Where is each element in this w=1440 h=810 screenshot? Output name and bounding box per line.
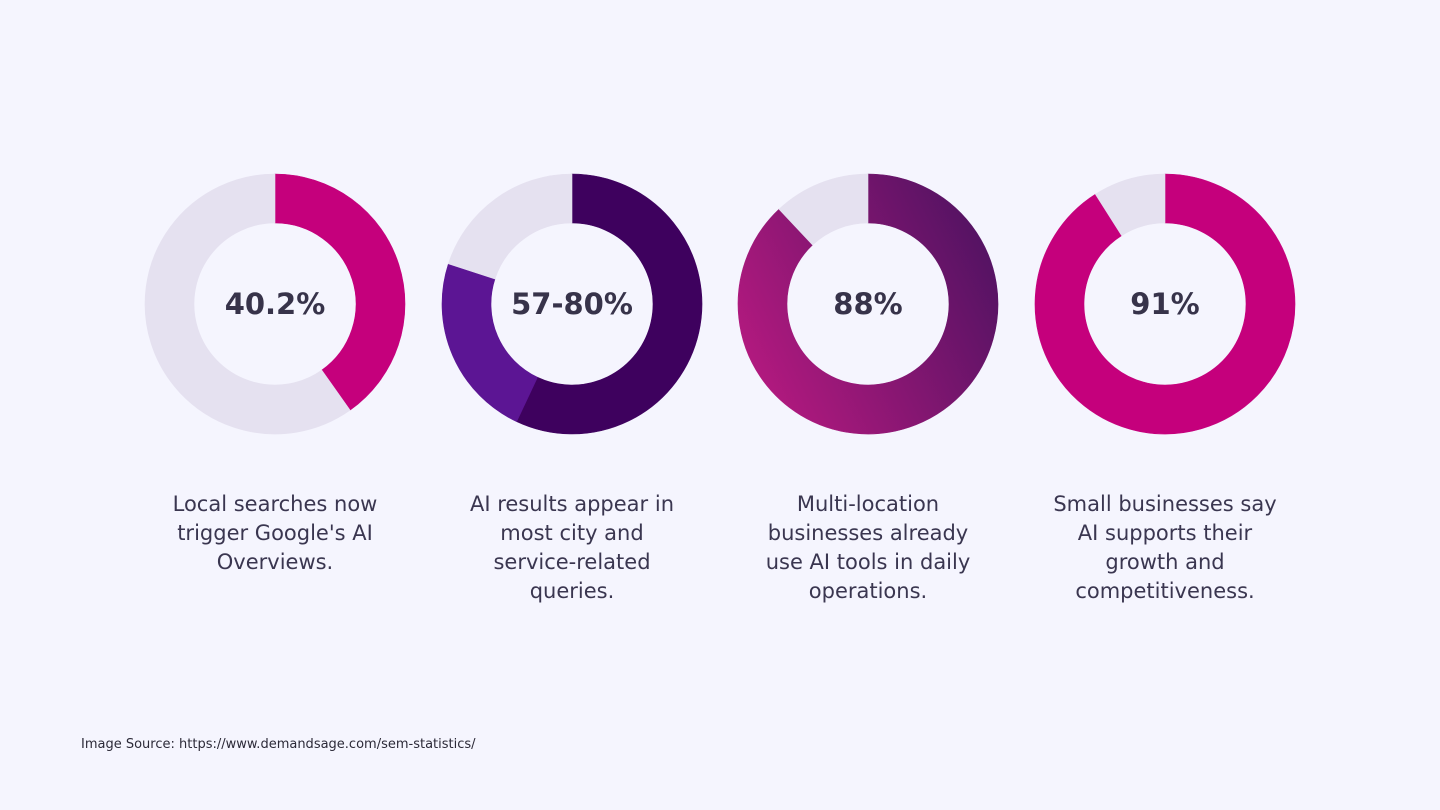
donut-slice — [447, 173, 573, 280]
stat-card-2: 57-80% AI results appear in most city an… — [422, 172, 722, 606]
donut-chart-multi-location: 88% — [737, 173, 999, 435]
caption-ai-results: AI results appear in most city and servi… — [469, 492, 675, 603]
stat-card-4: 91% Small businesses say AI supports the… — [1015, 172, 1315, 606]
stat-card-3: 88% Multi-location businesses already us… — [718, 172, 1018, 606]
donut-slice — [144, 173, 351, 435]
donut-slice — [1034, 173, 1296, 435]
caption-small-businesses: Small businesses say AI supports their g… — [1053, 492, 1277, 603]
caption-multi-location: Multi-location businesses already use AI… — [765, 492, 971, 603]
donut-slice — [274, 173, 406, 411]
donut-slice — [516, 173, 703, 435]
donut-chart-ai-results: 57-80% — [441, 173, 703, 435]
donut-center-value: 91% — [1130, 287, 1199, 321]
donut-center-value: 40.2% — [225, 287, 326, 321]
stat-card-1: 40.2% Local searches now trigger Google'… — [125, 172, 425, 577]
donut-center-value: 88% — [833, 287, 902, 321]
donut-chart-small-businesses: 91% — [1034, 173, 1296, 435]
caption-local-searches: Local searches now trigger Google's AI O… — [172, 492, 378, 574]
donut-slice — [737, 173, 999, 435]
donut-slice — [778, 173, 869, 246]
donut-chart-local-searches: 40.2% — [144, 173, 406, 435]
donut-slice — [1094, 173, 1166, 237]
donut-center-value: 57-80% — [511, 287, 633, 321]
image-source-note: Image Source: https://www.demandsage.com… — [81, 737, 476, 752]
